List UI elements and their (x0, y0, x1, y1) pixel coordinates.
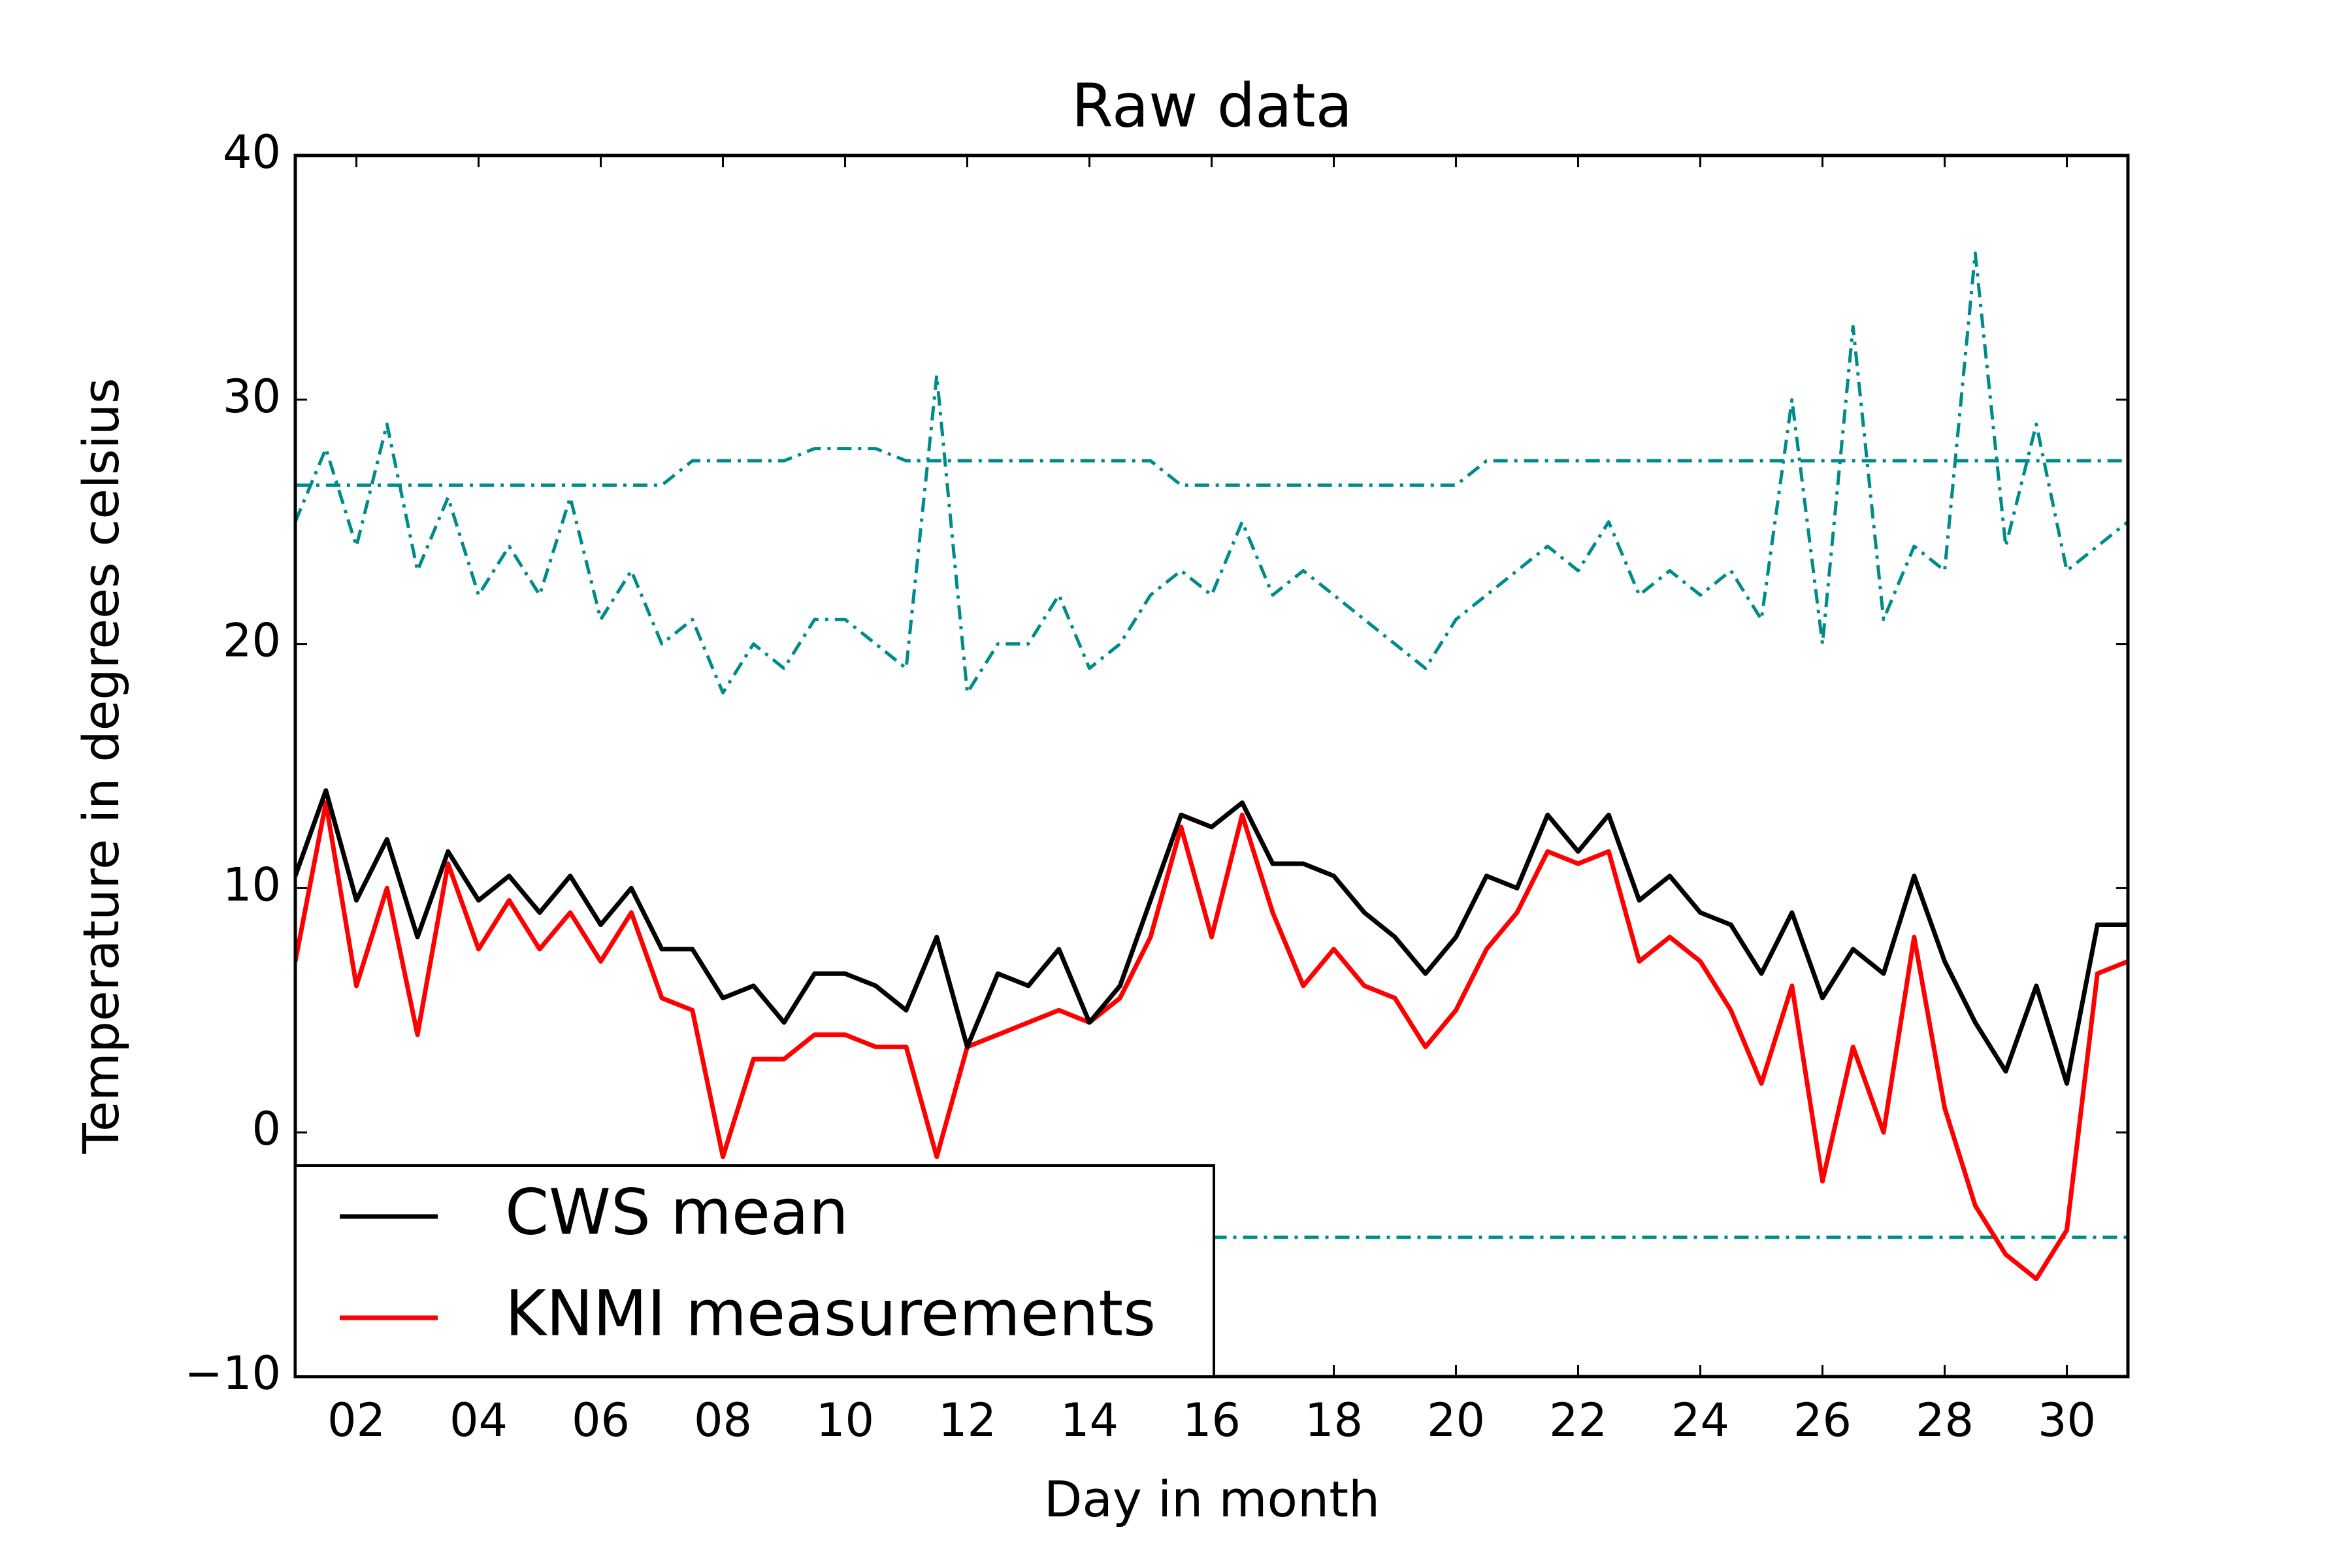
x-tick-label: 28 (1916, 1394, 1974, 1447)
x-tick-label: 22 (1549, 1394, 1607, 1447)
y-tick-label: 10 (223, 858, 281, 911)
y-tick-label: 40 (223, 125, 281, 179)
x-tick-label: 30 (2038, 1394, 2096, 1447)
series-line (295, 788, 2128, 1086)
y-tick-label: 30 (223, 370, 281, 423)
y-axis-label: Temperature in degrees celsius (72, 378, 130, 1154)
x-tick-label: 02 (327, 1394, 385, 1447)
station-line (295, 252, 2128, 694)
x-tick-label: 08 (694, 1394, 752, 1447)
series-line (295, 800, 2128, 1281)
legend-label: KNMI measurements (505, 1277, 1156, 1350)
x-axis-label: Day in month (1044, 1470, 1380, 1528)
x-tick-label: 20 (1427, 1394, 1485, 1447)
x-tick-label: 24 (1671, 1394, 1729, 1447)
x-tick-label: 26 (1793, 1394, 1852, 1447)
x-tick-label: 04 (449, 1394, 508, 1447)
y-tick-label: 0 (252, 1102, 281, 1156)
x-tick-label: 16 (1183, 1394, 1241, 1447)
x-tick-label: 12 (938, 1394, 996, 1447)
legend-box (294, 1164, 1215, 1378)
chart-title: Raw data (1071, 71, 1352, 140)
plot-area (295, 252, 2128, 1281)
legend-label: CWS mean (505, 1175, 849, 1249)
x-tick-label: 18 (1305, 1394, 1363, 1447)
y-tick-label: −10 (184, 1347, 281, 1400)
x-tick-label: 14 (1060, 1394, 1119, 1447)
x-tick-label: 10 (816, 1394, 874, 1447)
x-tick-label: 06 (572, 1394, 630, 1447)
station-line (295, 447, 2128, 487)
y-tick-label: 20 (223, 614, 281, 668)
